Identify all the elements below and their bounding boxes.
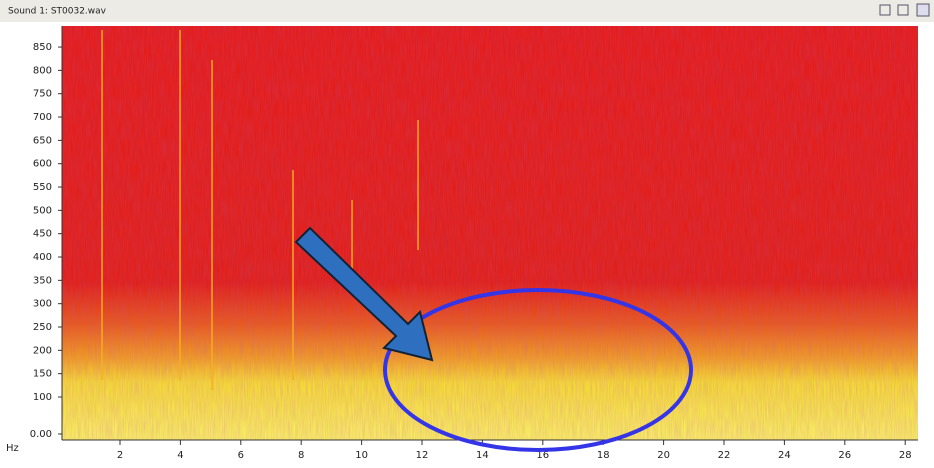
spectrogram-texture xyxy=(62,26,918,440)
x-tick-label: 4 xyxy=(177,450,183,461)
highlight-ellipse xyxy=(383,288,693,452)
x-tick-label: 22 xyxy=(718,450,731,461)
x-tick-label: 12 xyxy=(416,450,429,461)
y-tick-label: 750 xyxy=(33,89,52,100)
x-tick-label: 8 xyxy=(298,450,304,461)
x-tick-label: 2 xyxy=(117,450,123,461)
y-unit: Hz xyxy=(6,443,19,454)
x-tick-label: 26 xyxy=(838,450,851,461)
y-tick-label: 100 xyxy=(33,392,52,403)
y-tick-label: 350 xyxy=(33,275,52,286)
y-tick-label: 550 xyxy=(33,182,52,193)
title-bar xyxy=(0,0,934,22)
x-tick-label: 16 xyxy=(536,450,549,461)
y-tick-label: 800 xyxy=(33,65,52,76)
y-tick-label: 450 xyxy=(33,229,52,240)
pointer-arrow xyxy=(294,226,434,362)
close-button[interactable] xyxy=(916,3,930,17)
window-title: Sound 1: ST0032.wav xyxy=(8,7,107,17)
x-tick-label: 14 xyxy=(476,450,489,461)
y-tick-label: 300 xyxy=(33,299,52,310)
restore-button[interactable] xyxy=(879,4,891,16)
y-tick-label: 850 xyxy=(33,42,52,53)
x-tick-label: 10 xyxy=(355,450,368,461)
y-tick-label: 500 xyxy=(33,205,52,216)
y-tick-label: 150 xyxy=(33,369,52,380)
x-tick-label: 6 xyxy=(238,450,244,461)
y-tick-label: 0.00 xyxy=(30,429,52,440)
x-tick-label: 18 xyxy=(597,450,610,461)
y-tick-label: 250 xyxy=(33,322,52,333)
x-tick-label: 28 xyxy=(899,450,912,461)
y-tick-label: 700 xyxy=(33,112,52,123)
maximize-button[interactable] xyxy=(897,4,909,16)
y-tick-label: 400 xyxy=(33,252,52,263)
y-tick-label: 600 xyxy=(33,159,52,170)
y-tick-label: 650 xyxy=(33,135,52,146)
x-tick-label: 24 xyxy=(778,450,791,461)
y-tick-label: 200 xyxy=(33,345,52,356)
vertical-streaks xyxy=(101,30,419,390)
x-tick-label: 20 xyxy=(657,450,670,461)
